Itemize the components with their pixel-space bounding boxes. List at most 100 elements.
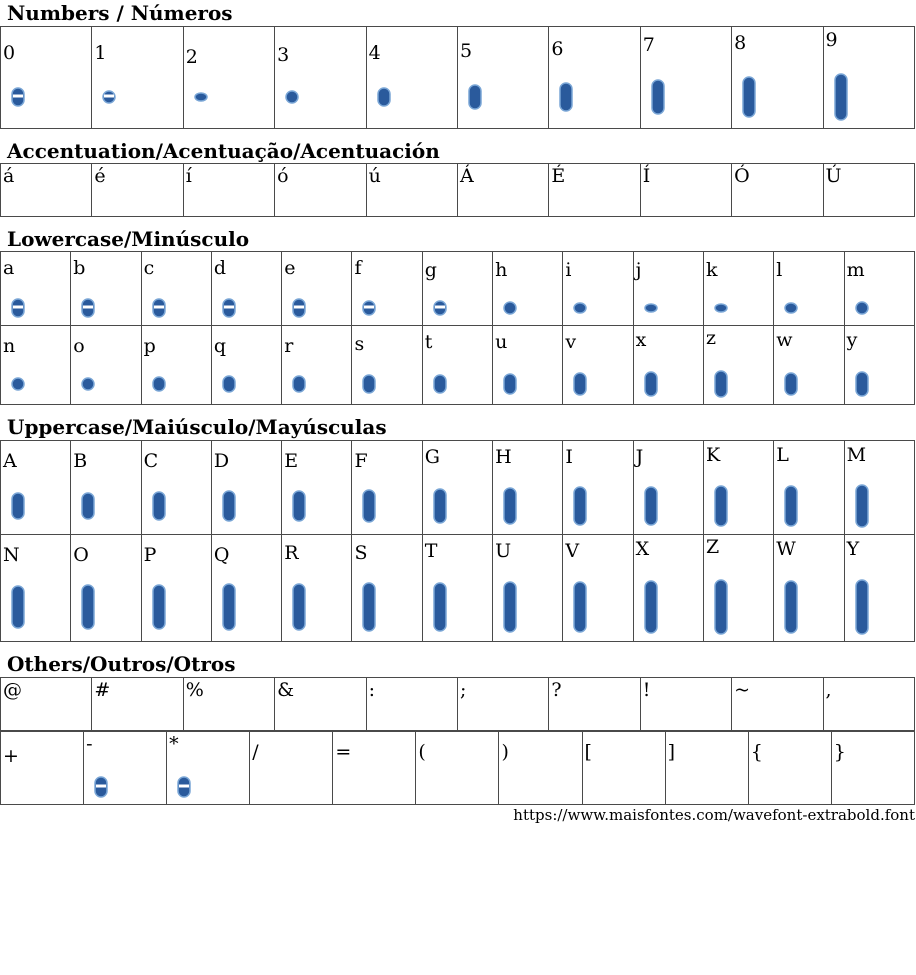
glyph-cell: s (351, 325, 423, 405)
glyph-label: A (3, 450, 17, 472)
glyph-label: G (424, 446, 440, 468)
glyph-label: X (635, 538, 650, 560)
wave-glyph-icon (714, 579, 728, 635)
glyph-label: l (776, 259, 783, 281)
glyph-cell: A (0, 440, 72, 535)
glyph-cell: W (773, 534, 845, 642)
wave-glyph-icon (503, 301, 517, 315)
glyph-cell: ) (498, 731, 583, 805)
glyph-cell: : (365, 677, 458, 731)
glyph-label: j (635, 259, 642, 281)
glyph-cell: b (70, 251, 142, 326)
wave-glyph-icon (222, 583, 236, 631)
glyph-label: 9 (825, 29, 838, 51)
glyph-cell: * (166, 731, 251, 805)
others-table-2: + - * / = () [] {} (0, 731, 916, 805)
glyph-cell: - (83, 731, 168, 805)
glyph-cell: d (210, 251, 283, 326)
glyph-label: O (73, 544, 89, 566)
glyph-label: 0 (3, 42, 16, 64)
glyph-cell: r (281, 325, 353, 405)
glyph-cell: a (0, 251, 72, 326)
glyph-label: k (705, 259, 718, 281)
glyph-label: ? (551, 679, 562, 701)
glyph-label: 7 (642, 34, 655, 56)
glyph-cell: g (421, 251, 494, 326)
wave-glyph-icon (784, 485, 799, 527)
wave-glyph-icon (784, 372, 799, 396)
glyph-cell: k (702, 251, 775, 326)
glyph-cell: ( (415, 731, 500, 805)
others-table: @ #% &:;?! ~, (0, 677, 916, 731)
glyph-cell: ] (664, 731, 749, 805)
glyph-cell: x (632, 325, 704, 405)
glyph-label: É (551, 165, 566, 187)
glyph-label: 8 (734, 32, 747, 54)
glyph-label: } (833, 741, 846, 763)
wave-glyph-icon (292, 298, 306, 318)
glyph-cell: Ó (731, 163, 824, 217)
glyph-label: á (3, 165, 15, 187)
glyph-cell: , (822, 677, 916, 731)
glyph-label: E (284, 450, 299, 472)
numbers-table: 0 1 2 3 4 5 6 7 8 9 (0, 26, 916, 129)
glyph-label: Ú (825, 165, 842, 187)
glyph-label: b (73, 257, 86, 279)
source-url: https://www.maisfontes.com/wavefont-extr… (513, 806, 915, 824)
glyph-label: R (284, 542, 299, 564)
wave-glyph-icon (94, 776, 108, 798)
wave-glyph-icon (81, 584, 96, 630)
glyph-label: # (94, 679, 111, 701)
wave-glyph-icon (81, 492, 96, 520)
wave-glyph-icon (468, 84, 482, 110)
glyph-label: J (635, 446, 644, 468)
glyph-cell: e (281, 251, 353, 326)
glyph-label: o (73, 335, 85, 357)
glyph-label: í (185, 165, 192, 187)
glyph-label: a (3, 257, 15, 279)
wave-glyph-icon (11, 87, 25, 107)
glyph-cell: f (351, 251, 423, 326)
glyph-cell: n (0, 325, 72, 405)
glyph-label: 4 (368, 42, 381, 64)
glyph-cell: t (421, 325, 494, 405)
wave-glyph-icon (292, 583, 306, 631)
glyph-cell: H (492, 440, 564, 535)
glyph-cell: # (91, 677, 184, 731)
glyph-cell: J (632, 440, 704, 535)
glyph-cell: o (70, 325, 142, 405)
glyph-cell: l (773, 251, 845, 326)
glyph-label: + (3, 745, 19, 767)
glyph-cell: 2 (182, 26, 276, 129)
glyph-cell: G (421, 440, 494, 535)
glyph-cell: 9 (822, 26, 916, 129)
wave-glyph-icon (643, 303, 658, 313)
glyph-label: V (565, 540, 580, 562)
glyph-cell: m (843, 251, 916, 326)
wave-glyph-icon (573, 302, 588, 314)
glyph-label: r (284, 335, 294, 357)
glyph-label: = (335, 741, 352, 763)
glyph-label: ú (368, 165, 381, 187)
glyph-cell: L (773, 440, 845, 535)
glyph-cell: 1 (91, 26, 184, 129)
glyph-cell: M (843, 440, 916, 535)
wave-glyph-icon (433, 488, 447, 524)
glyph-label: ) (501, 741, 509, 763)
glyph-label: é (94, 165, 106, 187)
glyph-label: f (354, 257, 362, 279)
glyph-label: M (846, 444, 867, 466)
wave-glyph-icon (362, 582, 377, 632)
glyph-label: ] (667, 741, 676, 763)
wave-glyph-icon (151, 298, 166, 318)
wave-glyph-icon (376, 87, 391, 107)
wave-glyph-icon (292, 490, 306, 522)
wave-glyph-icon (833, 73, 848, 121)
glyph-cell: h (492, 251, 564, 326)
glyph-cell: ! (639, 677, 733, 731)
glyph-cell: U (492, 534, 564, 642)
glyph-label: : (368, 679, 375, 701)
glyph-cell: 6 (548, 26, 641, 129)
glyph-cell: E (281, 440, 353, 535)
wave-glyph-icon (643, 486, 658, 526)
